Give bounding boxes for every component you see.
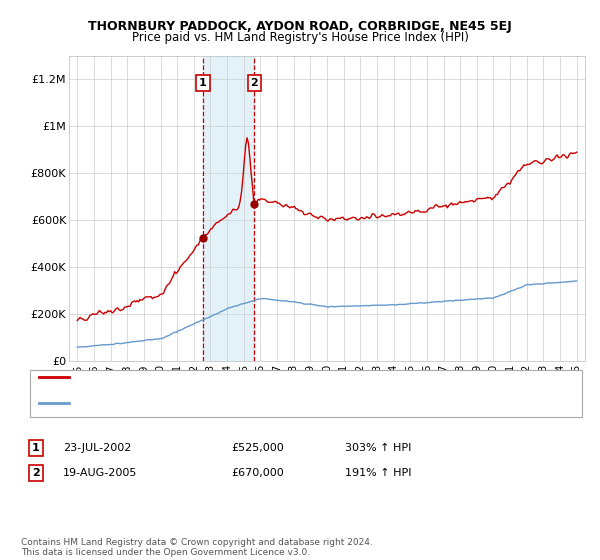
Text: 23-JUL-2002: 23-JUL-2002: [63, 443, 131, 453]
Text: 1: 1: [199, 78, 207, 88]
Text: Contains HM Land Registry data © Crown copyright and database right 2024.
This d: Contains HM Land Registry data © Crown c…: [21, 538, 373, 557]
Text: 2: 2: [32, 468, 40, 478]
Text: 19-AUG-2005: 19-AUG-2005: [63, 468, 137, 478]
Text: 2: 2: [250, 78, 258, 88]
Text: 1: 1: [32, 443, 40, 453]
Text: £670,000: £670,000: [231, 468, 284, 478]
Text: 303% ↑ HPI: 303% ↑ HPI: [345, 443, 412, 453]
Text: £525,000: £525,000: [231, 443, 284, 453]
Text: 191% ↑ HPI: 191% ↑ HPI: [345, 468, 412, 478]
Text: THORNBURY PADDOCK, AYDON ROAD, CORBRIDGE, NE45 5EJ (detached house): THORNBURY PADDOCK, AYDON ROAD, CORBRIDGE…: [73, 372, 469, 381]
Text: Price paid vs. HM Land Registry's House Price Index (HPI): Price paid vs. HM Land Registry's House …: [131, 31, 469, 44]
Text: HPI: Average price, detached house, Northumberland: HPI: Average price, detached house, Nort…: [73, 399, 340, 408]
Text: THORNBURY PADDOCK, AYDON ROAD, CORBRIDGE, NE45 5EJ: THORNBURY PADDOCK, AYDON ROAD, CORBRIDGE…: [88, 20, 512, 32]
Bar: [203, 56, 254, 361]
